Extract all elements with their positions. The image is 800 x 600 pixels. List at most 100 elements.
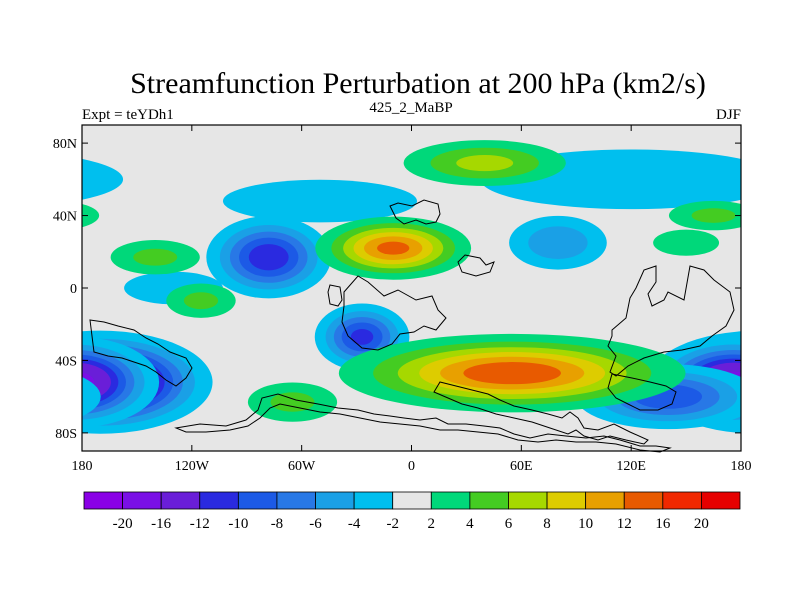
colorbar-box: [276, 491, 316, 510]
contour-band: [456, 154, 514, 172]
x-tick-label: 120W: [175, 459, 210, 474]
coastline-south-america: [327, 284, 343, 307]
contour-band: [377, 241, 410, 255]
colorbar-label: -8: [271, 516, 284, 532]
field-contours: [0, 140, 800, 434]
contour-band: [82, 158, 123, 200]
colorbar-box: [546, 491, 587, 510]
contour-band: [0, 378, 61, 415]
coastline-africa: [341, 275, 447, 351]
contour-band: [691, 208, 736, 223]
contour-band: [82, 377, 101, 417]
coastline-asia: [607, 265, 735, 377]
contour-band: [222, 179, 417, 223]
feature-high-arctic: [403, 140, 566, 186]
colorbar-label: -6: [309, 516, 322, 532]
colorbar-box: [237, 491, 278, 510]
feature-high-atl-n: [315, 216, 472, 280]
colorbar-label: -10: [228, 516, 248, 532]
coastline-southern-atlantic: [174, 393, 672, 453]
feature-high-np: [668, 200, 741, 231]
colorbar-label: -12: [190, 516, 210, 532]
contour-band: [792, 249, 800, 266]
feature-high-pac-n: [110, 240, 200, 275]
colorbar-box: [701, 491, 741, 510]
colorbar-box: [508, 491, 548, 510]
contour-band: [0, 230, 60, 256]
right-label: DJF: [716, 107, 741, 123]
feature-high-wp: [653, 229, 720, 256]
contour-band: [0, 372, 78, 421]
x-tick-label: 180: [72, 459, 93, 474]
contour-band: [350, 328, 374, 345]
colorbar-box: [83, 491, 123, 510]
feature-high-sa-s: [247, 382, 338, 422]
contour-band: [783, 272, 800, 305]
feature-high-pac-s: [166, 283, 236, 318]
contour-band: [0, 385, 43, 409]
contour-band: [463, 362, 561, 385]
colorbar-box: [353, 491, 394, 510]
x-axis: 180 120W 60W 0 60E 120E 180: [72, 125, 752, 474]
contour-band: [653, 229, 720, 256]
colorbar-box: [199, 491, 239, 510]
feature-low-120w-n: [206, 216, 332, 299]
chart-title: Streamfunction Perturbation at 200 hPa (…: [130, 67, 706, 100]
colorbar-label: -16: [151, 516, 171, 532]
feature-high-np-wrap: [82, 203, 100, 228]
colorbar-label: 4: [466, 516, 474, 532]
coastline-australia: [607, 373, 677, 411]
feature-high-io-s: [338, 333, 686, 413]
colorbar-box: [160, 491, 201, 510]
y-tick-label: 40N: [53, 210, 77, 225]
colorbar-box: [623, 491, 664, 510]
x-tick-label: 60W: [288, 459, 316, 474]
feature-low-120e-s-wrap: [0, 372, 101, 421]
coastline-north-america: [389, 199, 441, 225]
colorbar-box: [585, 491, 625, 510]
coastline-indian-ocean: [433, 381, 649, 445]
feature-high-wp-wrap: [0, 230, 60, 256]
colorbar-box: [662, 491, 702, 510]
plot-area: 180 120W 60W 0 60E 120E 180 80N 40N 0 40S 80S: [0, 124, 800, 474]
colorbar-label: 6: [505, 516, 513, 532]
colorbar: -20 -16 -12 -10 -8 -6 -4 -2 2 4 6 8 10 12 16 20: [83, 491, 741, 532]
colorbar-label: 2: [428, 516, 436, 532]
colorbar-label: 8: [543, 516, 551, 532]
contour-band: [736, 376, 741, 389]
colorbar-label: -4: [348, 516, 361, 532]
y-tick-label: 80S: [55, 427, 77, 442]
x-tick-label: 60E: [510, 459, 533, 474]
coastline-central-america: [457, 254, 495, 277]
contour-band: [770, 240, 800, 274]
feature-low-pac-eq-wrap: [783, 272, 800, 305]
colorbar-label: 12: [617, 516, 632, 532]
colorbar-label: 16: [655, 516, 671, 532]
coastlines: [89, 199, 735, 453]
colorbar-box: [315, 491, 355, 510]
center-label: 425_2_MaBP: [369, 100, 452, 116]
contour-band: [82, 203, 100, 228]
colorbar-box: [122, 491, 162, 510]
feature-low-na: [222, 179, 417, 223]
y-tick-label: 0: [70, 282, 77, 297]
colorbar-label: -20: [113, 516, 133, 532]
x-tick-label: 180: [731, 459, 752, 474]
y-tick-label: 40S: [55, 354, 77, 369]
contour-band: [183, 292, 219, 310]
y-axis: 80N 40N 0 40S 80S: [53, 137, 741, 442]
colorbar-label: 10: [578, 516, 593, 532]
contour-band: [248, 244, 289, 271]
feature-low-60e-n: [509, 215, 607, 270]
feature-low-asia-wrap: [82, 158, 123, 200]
x-tick-label: 0: [408, 459, 415, 474]
coastline-west-pacific: [89, 319, 193, 387]
colorbar-box: [469, 491, 509, 510]
contour-band: [270, 392, 315, 412]
colorbar-box: [430, 491, 471, 510]
contour-band: [133, 248, 178, 266]
y-tick-label: 80N: [53, 137, 77, 152]
contour-band: [528, 226, 588, 260]
left-label: Expt = teYDh1: [82, 107, 174, 123]
